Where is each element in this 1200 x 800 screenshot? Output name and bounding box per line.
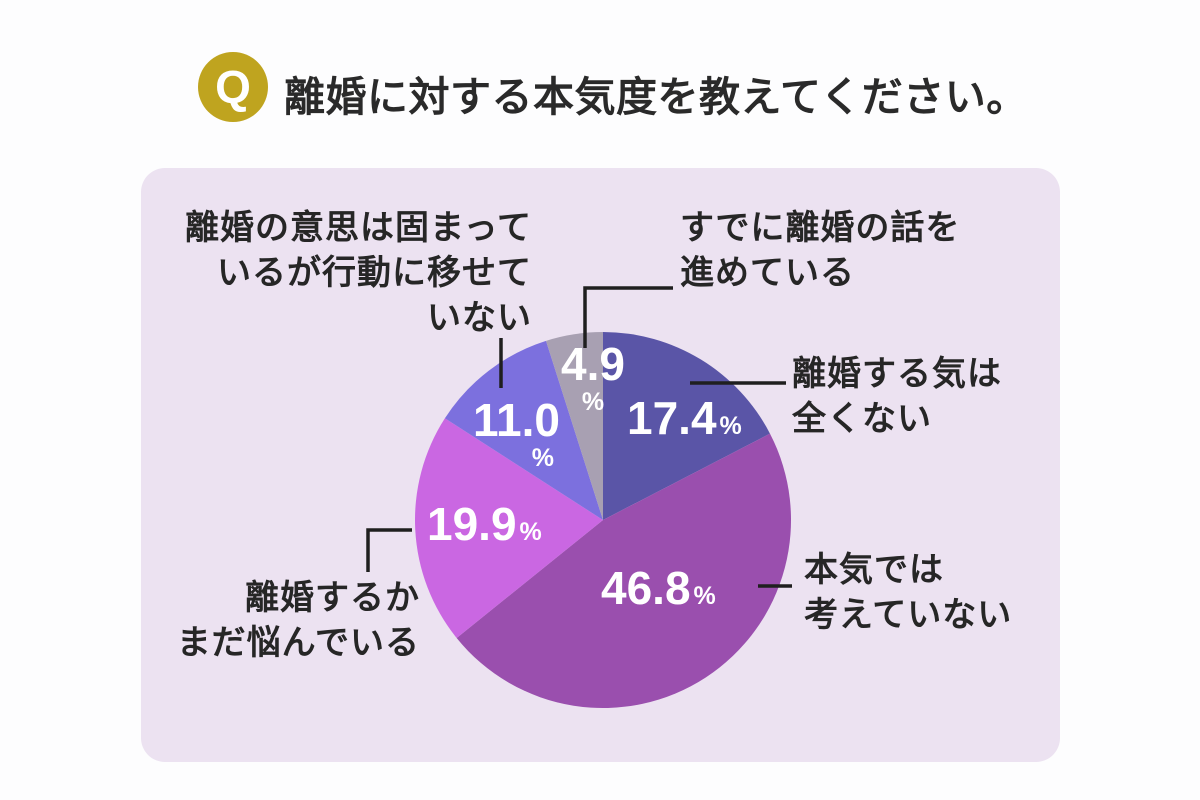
percent-label-decided-not-acted: 11.0 % (455, 396, 560, 471)
percent-sign: % (719, 412, 742, 440)
callout-label-no-intention: 離婚する気は 全くない (792, 352, 1002, 442)
percent-label-already-proceeding: 4.9 % (553, 340, 633, 415)
header: Q 離婚に対する本気度を教えてください。 (0, 0, 1200, 140)
callout-label-line: 離婚の意思は固まって (185, 209, 532, 247)
percent-label-not-serious: 46.8 % (601, 562, 716, 614)
page-title: 離婚に対する本気度を教えてください。 (284, 74, 1028, 120)
percent-sign: % (519, 518, 542, 546)
callout-label-line: 全くない (792, 400, 932, 438)
callout-label-line: 進めている (680, 254, 855, 292)
pie-slice-2 (414, 418, 603, 639)
pie-slice-0 (603, 332, 770, 520)
percent-sign: % (531, 444, 554, 473)
callout-line-already-proceeding (583, 286, 673, 348)
percent-sign: % (581, 388, 605, 417)
callout-label-line: 離婚するか (245, 579, 420, 617)
percent-value: 19.9 (427, 498, 517, 550)
percent-value: 4.9 (561, 338, 625, 390)
pie-slice-3 (444, 340, 603, 520)
percent-label-still-deciding: 19.9 % (427, 498, 542, 550)
question-badge-letter: Q (215, 61, 251, 113)
callout-label-line: 本気では (804, 551, 944, 589)
percent-value: 11.0 (473, 394, 560, 446)
percent-value: 46.8 (601, 562, 691, 614)
callout-label-line: まだ悩んでいる (176, 624, 420, 662)
callout-line-still-deciding (366, 528, 412, 572)
callout-label-decided-not-acted: 離婚の意思は固まって いるが行動に移せて いない (160, 206, 532, 341)
callout-label-not-serious: 本気では 考えていない (804, 548, 1012, 638)
percent-value: 17.4 (627, 392, 717, 444)
callout-label-line: いるが行動に移せて (217, 254, 532, 292)
callout-label-already-proceeding: すでに離婚の話を 進めている (680, 206, 960, 296)
callout-label-line: 離婚する気は (792, 355, 1002, 393)
callout-label-still-deciding: 離婚するか まだ悩んでいる (150, 576, 420, 666)
question-badge: Q (198, 52, 268, 122)
pie-slices (414, 332, 792, 709)
callout-label-line: すでに離婚の話を (680, 209, 961, 247)
percent-sign: % (693, 582, 716, 610)
percent-label-no-intention: 17.4 % (627, 392, 742, 444)
callout-label-line: 考えていない (804, 596, 1013, 634)
pie-slice-1 (456, 433, 792, 709)
pie-slice-4 (546, 332, 603, 520)
callout-label-line: いない (427, 299, 532, 337)
